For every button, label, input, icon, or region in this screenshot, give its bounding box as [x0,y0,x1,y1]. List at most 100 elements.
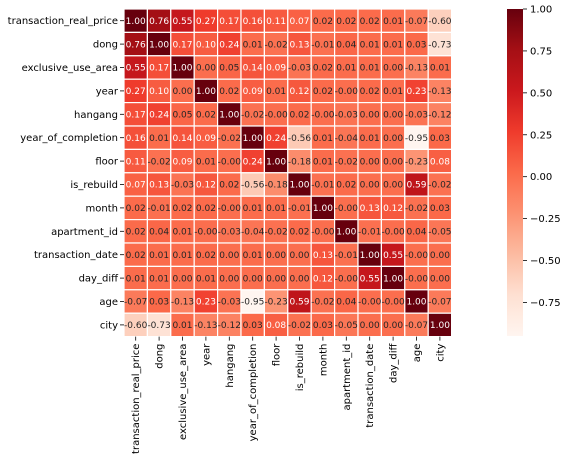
x-axis-tick-labels: transaction_real_price dong exclusive_use_… [131,336,446,454]
cell-value-label: 0.00 [219,274,239,284]
cell-value-label: -0.60 [428,17,452,27]
cell-value-label: 0.10 [196,40,216,50]
cell-value-label: -0.07 [428,298,451,308]
cell-value-label: -0.01 [311,40,334,50]
cell-value-label: 0.55 [126,64,146,74]
cell-value-label: -0.23 [405,157,428,167]
x-tick-label: transaction_real_price [131,344,142,454]
cell-value-label: -0.13 [405,64,428,74]
cell-value-label: 0.02 [336,181,356,191]
cell-value-label: -0.18 [264,181,288,191]
cell-value-label: 0.01 [336,64,356,74]
cell-value-label: 0.01 [313,134,333,144]
cell-value-label: 0.05 [219,64,239,74]
cell-value-label: 0.01 [196,157,216,167]
cell-value-label: -0.12 [428,111,451,121]
cell-value-label: -0.73 [147,321,170,331]
cell-value-label: 0.00 [383,64,403,74]
cell-value-label: 0.00 [383,181,403,191]
heatmap-cell-values: 1.00 0.76 0.55 0.27 0.17 0.16 0.11 0.07 0.02 0.02… [124,17,452,331]
cell-value-label: 0.17 [149,64,169,74]
cell-value-label: 0.01 [266,87,286,97]
cell-value-label: 0.09 [266,64,286,74]
cell-value-label: -0.02 [264,40,287,50]
cell-value-label: 0.02 [219,87,239,97]
y-tick-label: floor [95,157,119,168]
cell-value-label: 0.16 [243,17,263,27]
x-tick-label: age [412,344,423,363]
x-tick-label: is_rebuild [295,344,306,392]
cell-value-label: 0.00 [289,274,309,284]
cell-value-label: 0.00 [383,134,403,144]
cell-value-label: -0.05 [335,321,358,331]
cell-value-label: 0.04 [149,228,169,238]
cell-value-label: -0.12 [218,321,241,331]
cell-value-label: 0.01 [172,228,192,238]
cell-value-label: 0.00 [360,321,380,331]
cell-value-label: 0.17 [219,17,239,27]
cell-value-label: 0.00 [383,111,403,121]
cell-value-label: 0.55 [172,17,192,27]
cell-value-label: 0.03 [243,321,263,331]
cell-value-label: 0.01 [243,204,263,214]
cell-value-label: -0.02 [241,111,264,121]
cell-value-label: 1.00 [430,321,450,331]
cell-value-label: 0.13 [289,40,309,50]
cell-value-label: -0.00 [405,251,429,261]
colorbar-tick-label: 0.50 [530,88,552,99]
cell-value-label: 0.00 [383,157,403,167]
cell-value-label: -0.00 [335,87,359,97]
cell-value-label: 0.09 [243,87,263,97]
colorbar-tick-label: −0.25 [530,214,561,225]
y-tick-label: day_diff [79,274,120,285]
y-tick-label: dong [93,40,118,51]
cell-value-label: 0.17 [126,111,146,121]
cell-value-label: -0.02 [405,204,428,214]
cell-value-label: -0.00 [335,274,359,284]
cell-value-label: -0.03 [218,228,241,238]
cell-value-label: -0.01 [335,251,358,261]
colorbar-tick-label: 0.25 [530,130,552,141]
cell-value-label: 0.02 [289,111,309,121]
cell-value-label: 0.55 [360,274,380,284]
cell-value-label: 0.01 [243,40,263,50]
colorbar: 1.00 0.75 0.50 0.25 0.00 −0.25 −0.50 −0.75 [507,5,561,336]
x-tick-label: transaction_date [365,344,376,428]
cell-value-label: 0.01 [196,274,216,284]
cell-value-label: 0.13 [313,251,333,261]
cell-value-label: 0.00 [266,251,286,261]
cell-value-label: -0.02 [428,181,451,191]
cell-value-label: 0.01 [149,134,169,144]
x-tick-label: city [435,344,446,362]
cell-value-label: 0.27 [126,87,146,97]
x-tick-label: day_diff [389,343,400,384]
cell-value-label: 0.59 [406,181,426,191]
cell-value-label: 0.01 [360,134,380,144]
cell-value-label: 0.01 [126,274,146,284]
x-tick-label: hangang [225,344,236,388]
y-tick-label: transaction_date [34,250,118,261]
cell-value-label: 0.02 [313,87,333,97]
cell-value-label: 1.00 [383,274,403,284]
cell-value-label: 0.01 [149,251,169,261]
cell-value-label: -0.18 [288,157,312,167]
cell-value-label: 0.03 [406,40,426,50]
cell-value-label: -0.00 [358,298,382,308]
cell-value-label: 0.14 [243,64,263,74]
cell-value-label: -0.23 [264,298,287,308]
cell-value-label: 0.02 [360,17,380,27]
cell-value-label: 0.24 [219,40,239,50]
colorbar-tick-label: −0.50 [530,256,561,267]
cell-value-label: -0.00 [381,298,405,308]
cell-value-label: 0.11 [266,17,286,27]
cell-value-label: -0.95 [241,298,264,308]
x-tick-label: month [318,344,329,376]
cell-value-label: -0.00 [194,228,218,238]
cell-value-label: 0.02 [196,251,216,261]
cell-value-label: 0.01 [383,17,403,27]
cell-value-label: 0.24 [243,157,263,167]
cell-value-label: -0.01 [311,181,334,191]
cell-value-label: 0.00 [266,274,286,284]
cell-value-label: -0.13 [428,87,451,97]
cell-value-label: 0.00 [243,274,263,284]
